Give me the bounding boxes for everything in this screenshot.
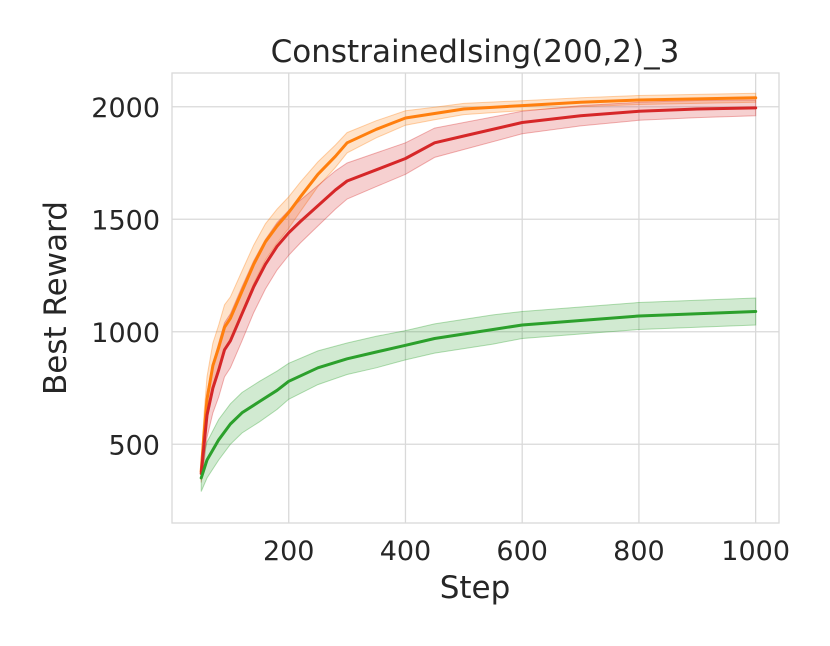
series-1-band [200, 99, 757, 483]
x-tick-label: 200 [263, 536, 315, 567]
x-tick-label: 800 [613, 536, 665, 567]
plot-frame [171, 72, 780, 524]
x-tick-label: 1000 [721, 536, 790, 567]
y-tick-label: 2000 [91, 93, 160, 124]
series-lines [199, 96, 758, 480]
y-tick-label: 1500 [91, 205, 160, 236]
x-tick-label: 600 [496, 536, 548, 567]
grid [172, 73, 779, 523]
series-0-band [200, 92, 757, 481]
y-tick-label: 1000 [91, 318, 160, 349]
x-axis-label: Step [440, 570, 511, 606]
chart-title: ConstrainedIsing(200,2)_3 [271, 34, 680, 70]
tick-labels: 200 400 600 800 1000 500 1000 1500 2000 [91, 93, 790, 567]
y-tick-label: 500 [108, 430, 160, 461]
series-2-band [200, 297, 757, 492]
confidence-bands [200, 92, 757, 492]
y-axis-label: Best Reward [38, 201, 74, 395]
x-tick-label: 400 [380, 536, 432, 567]
series-0-line [199, 96, 758, 473]
series-2-line [199, 310, 758, 480]
series-1-line [199, 106, 758, 475]
